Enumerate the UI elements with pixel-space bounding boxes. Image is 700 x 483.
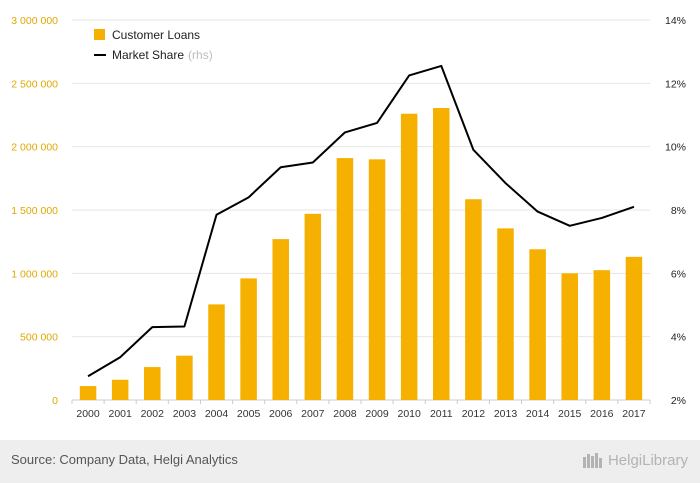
left-axis-tick-label: 1 500 000 xyxy=(11,205,58,217)
x-axis-tick-label: 2008 xyxy=(333,408,357,420)
market-share-point[interactable] xyxy=(118,355,122,359)
market-share-point[interactable] xyxy=(471,148,475,152)
market-share-point[interactable] xyxy=(215,213,219,217)
x-axis-tick-label: 2015 xyxy=(558,408,582,420)
left-axis-tick-label: 2 500 000 xyxy=(11,78,58,90)
grid-lines xyxy=(72,19,650,401)
market-share-point[interactable] xyxy=(279,165,283,169)
left-axis-tick-label: 2 000 000 xyxy=(11,142,58,154)
legend-label-customer-loans: Customer Loans xyxy=(112,28,200,42)
bar-customer-loans[interactable] xyxy=(625,256,643,400)
x-axis-tick-label: 2003 xyxy=(173,408,197,420)
bar-customer-loans[interactable] xyxy=(240,278,257,400)
market-share-point[interactable] xyxy=(343,130,347,134)
market-share-point[interactable] xyxy=(375,121,379,125)
legend-label-rhs-suffix: (rhs) xyxy=(188,48,213,62)
legend-swatch-customer-loans xyxy=(94,29,105,40)
bar-customer-loans[interactable] xyxy=(400,113,418,400)
legend-label-market-share: Market Share (rhs) xyxy=(112,48,213,62)
x-axis-tick-label: 2006 xyxy=(269,408,293,420)
right-axis-tick-label: 2% xyxy=(671,395,686,407)
bar-customer-loans[interactable] xyxy=(144,367,161,400)
bar-customer-loans[interactable] xyxy=(208,304,225,400)
market-share-point[interactable] xyxy=(150,325,154,329)
x-axis-tick-label: 2016 xyxy=(590,408,614,420)
bar-customer-loans[interactable] xyxy=(272,239,289,400)
market-share-point[interactable] xyxy=(439,64,443,68)
bar-customer-loans[interactable] xyxy=(176,355,193,400)
bar-customer-loans[interactable] xyxy=(593,270,611,400)
logo-text: HelgiLibrary xyxy=(607,451,688,469)
left-axis-ticks: 0 500 000 1 000 000 1 500 000 2 000 000 2 500… xyxy=(11,15,58,407)
bar-customer-loans[interactable] xyxy=(561,273,578,400)
market-share-point[interactable] xyxy=(568,224,572,228)
bar-customer-loans[interactable] xyxy=(529,249,546,400)
bar-customer-loans[interactable] xyxy=(336,158,354,400)
x-axis-tick-label: 2010 xyxy=(397,408,421,420)
bar-customer-loans[interactable] xyxy=(304,213,322,400)
x-axis-tick-label: 2012 xyxy=(462,408,486,420)
right-axis-ticks: 2% 4% 6% 8% 10% 12% 14% xyxy=(665,15,686,407)
x-axis-tick-label: 2017 xyxy=(622,408,646,420)
right-axis-tick-label: 8% xyxy=(671,205,686,217)
legend: Customer Loans Market Share (rhs) xyxy=(94,28,213,62)
left-axis-tick-label: 500 000 xyxy=(20,332,58,344)
right-axis-tick-label: 6% xyxy=(671,268,686,280)
library-logo-icon xyxy=(582,453,602,468)
x-axis-tick-label: 2005 xyxy=(237,408,261,420)
market-share-line[interactable] xyxy=(87,64,635,378)
x-axis-tick-label: 2002 xyxy=(141,408,165,420)
bar-customer-loans[interactable] xyxy=(368,159,386,400)
bar-customer-loans[interactable] xyxy=(433,108,450,401)
right-axis-tick-label: 12% xyxy=(665,78,686,90)
x-axis-ticks: 2000 2001 2002 2003 2004 2005 2006 2007 2008 2009… xyxy=(71,400,651,420)
customer-loans-bars xyxy=(79,108,643,401)
market-share-point[interactable] xyxy=(536,210,540,214)
chart: 0 500 000 1 000 000 1 500 000 2 000 000 2 500… xyxy=(11,15,686,420)
left-axis-tick-label: 3 000 000 xyxy=(11,15,58,27)
left-axis-tick-label: 1 000 000 xyxy=(11,268,58,280)
right-axis-tick-label: 14% xyxy=(665,15,686,27)
footer: Source: Company Data, Helgi Analytics He… xyxy=(0,440,700,483)
market-share-line-group xyxy=(86,64,636,378)
market-share-point[interactable] xyxy=(600,216,604,220)
x-axis-tick-label: 2014 xyxy=(526,408,550,420)
bar-customer-loans[interactable] xyxy=(79,386,97,400)
source-note: Source: Company Data, Helgi Analytics xyxy=(11,452,238,467)
x-axis-tick-label: 2013 xyxy=(494,408,518,420)
market-share-point[interactable] xyxy=(182,325,186,329)
x-axis-tick-label: 2007 xyxy=(301,408,325,420)
right-axis-tick-label: 10% xyxy=(665,142,686,154)
market-share-point[interactable] xyxy=(504,181,508,185)
market-share-point[interactable] xyxy=(86,374,90,378)
x-axis-tick-label: 2009 xyxy=(365,408,389,420)
helgi-library-logo[interactable]: HelgiLibrary xyxy=(582,449,688,471)
bar-customer-loans[interactable] xyxy=(465,199,482,400)
x-axis-tick-label: 2000 xyxy=(76,408,100,420)
x-axis-tick-label: 2011 xyxy=(430,408,453,420)
bar-customer-loans[interactable] xyxy=(111,379,129,400)
left-axis-tick-label: 0 xyxy=(52,395,58,407)
market-share-point[interactable] xyxy=(632,205,636,209)
market-share-point[interactable] xyxy=(407,73,411,77)
right-axis-tick-label: 4% xyxy=(671,332,686,344)
market-share-point[interactable] xyxy=(247,195,251,199)
legend-label-market-share-name: Market Share xyxy=(112,48,184,62)
x-axis-tick-label: 2004 xyxy=(205,408,229,420)
x-axis-tick-label: 2001 xyxy=(108,408,132,420)
bar-customer-loans[interactable] xyxy=(497,228,514,400)
market-share-point[interactable] xyxy=(311,161,315,165)
